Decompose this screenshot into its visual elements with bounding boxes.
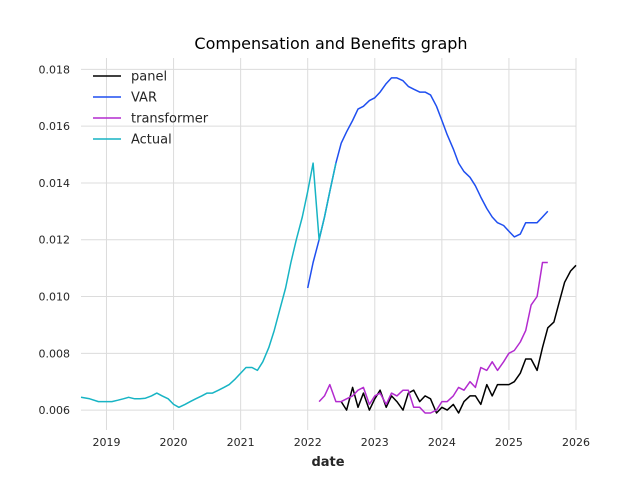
series-line-var (306, 77, 549, 289)
y-tick-label: 0.016 (39, 120, 71, 133)
series-line-transformer (318, 261, 548, 414)
series-lines (80, 77, 577, 414)
x-tick-label: 2024 (428, 436, 456, 449)
y-tick-label: 0.006 (39, 404, 71, 417)
x-tick-label: 2021 (227, 436, 255, 449)
y-tick-label: 0.008 (39, 347, 71, 360)
y-tick-label: 0.018 (39, 63, 71, 76)
series-line-panel (340, 264, 577, 414)
x-tick-label: 2020 (160, 436, 188, 449)
x-axis-label: date (311, 455, 344, 470)
x-tick-label: 2026 (562, 436, 590, 449)
legend: panel VAR transformer Actual (93, 70, 209, 148)
x-tick-label: 2022 (294, 436, 322, 449)
x-tick-label: 2019 (92, 436, 120, 449)
x-tick-label: 2023 (361, 436, 389, 449)
chart-title: Compensation and Benefits graph (194, 34, 467, 53)
legend-label-transformer: transformer (131, 112, 209, 127)
x-tick-label: 2025 (495, 436, 523, 449)
series-line-actual (80, 162, 337, 409)
legend-label-actual: Actual (131, 133, 172, 148)
legend-label-var: VAR (131, 91, 157, 106)
y-tick-label: 0.010 (39, 291, 71, 304)
y-tick-label: 0.014 (39, 177, 71, 190)
axis-ticks: 2019 2020 2021 2022 2023 2024 2025 2026 0.006 0.0… (39, 63, 591, 449)
legend-label-panel: panel (131, 70, 167, 85)
y-tick-label: 0.012 (39, 234, 71, 247)
